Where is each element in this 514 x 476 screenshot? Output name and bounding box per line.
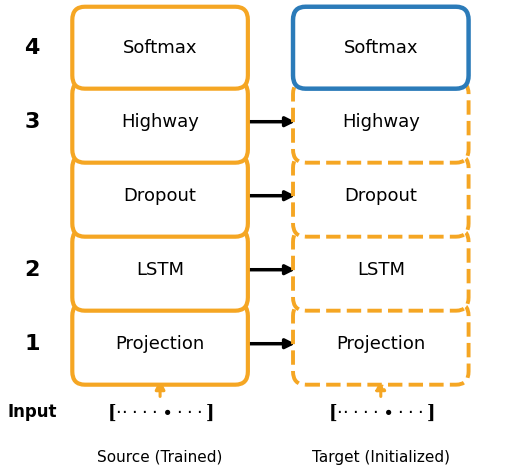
Text: Projection: Projection <box>116 335 205 353</box>
Text: 1: 1 <box>25 334 40 354</box>
FancyBboxPatch shape <box>293 7 469 89</box>
Text: 3: 3 <box>25 112 40 132</box>
FancyBboxPatch shape <box>72 155 248 237</box>
Text: LSTM: LSTM <box>357 261 405 279</box>
Text: Highway: Highway <box>342 113 420 131</box>
Text: 2: 2 <box>25 260 40 280</box>
Text: Projection: Projection <box>336 335 426 353</box>
Text: Softmax: Softmax <box>343 39 418 57</box>
FancyBboxPatch shape <box>72 81 248 163</box>
Text: [$\cdot\!\cdot\!\cdot\!\cdot\!\cdot\!\bullet\!\cdot\!\cdot\!\cdot$]: [$\cdot\!\cdot\!\cdot\!\cdot\!\cdot\!\bu… <box>327 402 434 423</box>
Text: Target (Initialized): Target (Initialized) <box>312 450 450 465</box>
FancyBboxPatch shape <box>293 303 469 385</box>
Text: Dropout: Dropout <box>344 187 417 205</box>
FancyBboxPatch shape <box>72 303 248 385</box>
Text: Source (Trained): Source (Trained) <box>97 450 223 465</box>
Text: Softmax: Softmax <box>123 39 197 57</box>
Text: 4: 4 <box>25 38 40 58</box>
FancyBboxPatch shape <box>293 155 469 237</box>
Text: Dropout: Dropout <box>124 187 196 205</box>
Text: Input: Input <box>7 404 57 421</box>
FancyBboxPatch shape <box>293 229 469 311</box>
Text: Highway: Highway <box>121 113 199 131</box>
FancyBboxPatch shape <box>293 81 469 163</box>
Text: LSTM: LSTM <box>136 261 184 279</box>
FancyBboxPatch shape <box>72 229 248 311</box>
Text: [$\cdot\!\cdot\!\cdot\!\cdot\!\cdot\!\bullet\!\cdot\!\cdot\!\cdot$]: [$\cdot\!\cdot\!\cdot\!\cdot\!\cdot\!\bu… <box>107 402 213 423</box>
FancyBboxPatch shape <box>72 7 248 89</box>
